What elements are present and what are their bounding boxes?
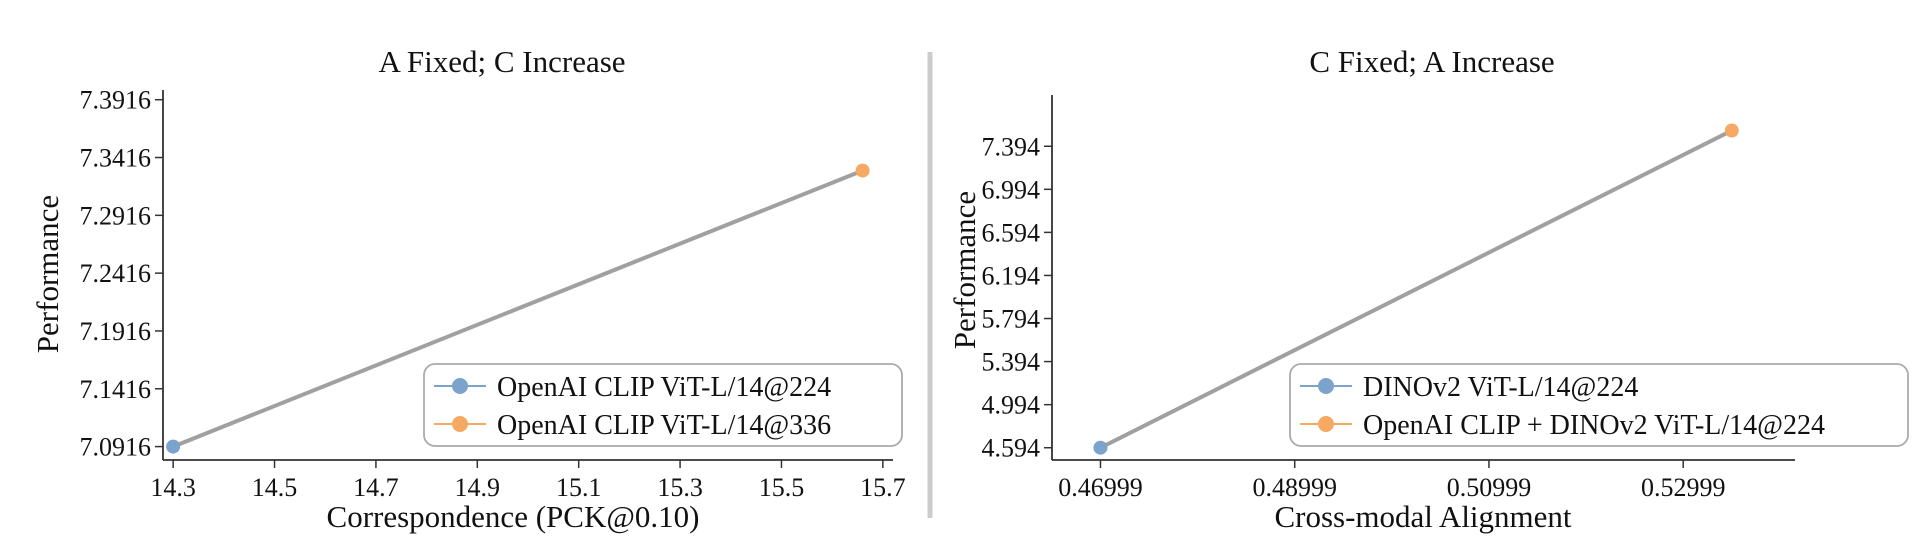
chart-left-legend-label-2: OpenAI CLIP ViT-L/14@336 <box>497 410 831 441</box>
chart-left-y-tick-label: 7.1916 <box>80 317 152 346</box>
chart-left-legend-label-1: OpenAI CLIP ViT-L/14@224 <box>497 372 831 403</box>
chart-right-y-tick-label: 6.194 <box>982 261 1041 290</box>
chart-right-y-label: Performance <box>947 191 982 349</box>
chart-right-title: C Fixed; A Increase <box>1309 44 1554 79</box>
chart-left-x-tick-label: 15.3 <box>657 473 703 502</box>
chart-right-x-label: Cross-modal Alignment <box>1274 499 1571 534</box>
chart-right-x-tick-label: 0.50999 <box>1447 473 1532 502</box>
chart-left-x-label: Correspondence (PCK@0.10) <box>327 499 700 534</box>
chart-left-y-ticks: 7.0916 7.1416 7.1916 7.2416 7.2916 7.3416 7.39… <box>80 86 163 462</box>
chart-left-y-tick-label: 7.2416 <box>80 259 152 288</box>
chart-left-point-1 <box>166 439 181 454</box>
chart-right-series-line <box>1099 128 1733 450</box>
chart-left-legend: OpenAI CLIP ViT-L/14@224 OpenAI CLIP ViT… <box>423 363 903 447</box>
chart-right-x-tick-label: 0.48999 <box>1252 473 1337 502</box>
chart-right-legend-marker-1 <box>1318 378 1334 394</box>
chart-left-x-tick-label: 14.7 <box>353 473 399 502</box>
chart-left-y-tick-label: 7.3416 <box>80 144 152 173</box>
chart-right-y-tick-label: 6.994 <box>982 175 1041 204</box>
chart-right-legend-label-2: OpenAI CLIP + DINOv2 ViT-L/14@224 <box>1363 410 1825 441</box>
chart-left-y-tick-label: 7.0916 <box>80 433 152 462</box>
chart-left-x-tick-label: 15.7 <box>860 473 906 502</box>
chart-right-point-1 <box>1093 440 1108 455</box>
chart-left-x-tick-label: 14.9 <box>455 473 501 502</box>
chart-right-y-tick-label: 6.594 <box>982 218 1041 247</box>
chart-left-title: A Fixed; C Increase <box>378 44 625 79</box>
chart-right-x-tick-label: 0.52999 <box>1641 473 1726 502</box>
chart-right-y-tick-label: 5.794 <box>982 305 1041 334</box>
chart-right: C Fixed; A Increase 4.594 4.994 5.394 5.794… <box>947 44 1909 534</box>
chart-right-y-tick-label: 7.394 <box>982 132 1041 161</box>
chart-right-y-ticks: 4.594 4.994 5.394 5.794 6.194 6.594 6.994 7.394 <box>982 132 1052 463</box>
chart-right-x-tick-label: 0.46999 <box>1058 473 1143 502</box>
chart-left-x-tick-label: 14.5 <box>252 473 298 502</box>
chart-left-x-tick-label: 14.3 <box>150 473 196 502</box>
chart-left-y-tick-label: 7.1416 <box>80 375 152 404</box>
chart-right-point-2 <box>1724 123 1739 138</box>
chart-right-y-tick-label: 4.594 <box>982 434 1041 463</box>
chart-right-legend-box <box>1289 363 1909 447</box>
chart-right-y-tick-label: 4.994 <box>982 391 1041 420</box>
chart-right-x-ticks: 0.46999 0.48999 0.50999 0.52999 <box>1058 460 1725 502</box>
chart-left-y-tick-label: 7.3916 <box>80 86 152 115</box>
chart-right-legend-marker-2 <box>1318 416 1334 432</box>
chart-left-legend-marker-1 <box>452 378 468 394</box>
chart-left-y-tick-label: 7.2916 <box>80 201 152 230</box>
chart-left-x-tick-label: 15.1 <box>556 473 602 502</box>
chart-left-legend-marker-2 <box>452 416 468 432</box>
chart-left: A Fixed; C Increase 7.09167.14167.19167.… <box>30 44 906 534</box>
chart-left-x-ticks: 14.3 14.5 14.7 14.9 15.1 15.3 15.5 15.7 <box>150 460 906 502</box>
chart-left-y-label: Performance <box>30 195 65 353</box>
chart-right-legend: DINOv2 ViT-L/14@224 OpenAI CLIP + DINOv2… <box>1289 363 1909 447</box>
chart-left-series-line <box>172 168 864 449</box>
chart-right-y-tick-label: 5.394 <box>982 348 1041 377</box>
chart-right-legend-label-1: DINOv2 ViT-L/14@224 <box>1363 372 1638 403</box>
chart-left-point-2 <box>855 163 870 178</box>
chart-left-legend-box <box>423 363 903 447</box>
chart-left-x-tick-label: 15.5 <box>759 473 805 502</box>
